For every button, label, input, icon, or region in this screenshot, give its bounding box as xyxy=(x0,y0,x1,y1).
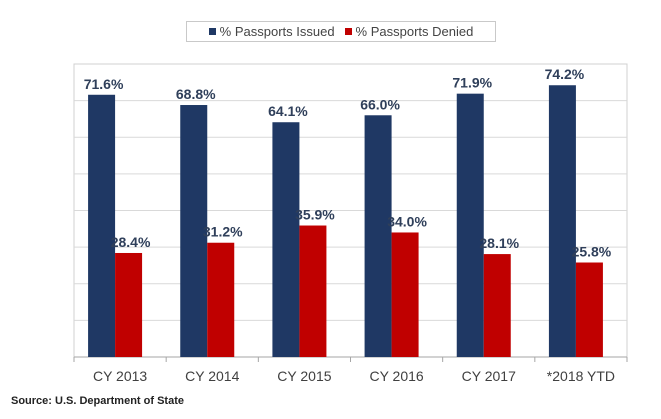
bar-denied xyxy=(207,242,235,357)
legend-item-issued: % Passports Issued xyxy=(208,24,335,39)
bar-denied xyxy=(575,262,603,357)
x-tick-label: CY 2014 xyxy=(185,368,239,384)
x-tick-label: *2018 YTD xyxy=(547,368,615,384)
data-label-issued: 71.6% xyxy=(84,76,124,92)
bar-issued xyxy=(272,122,300,357)
bar-issued xyxy=(88,94,116,357)
legend-label-denied: % Passports Denied xyxy=(355,24,474,39)
data-label-denied: 34.0% xyxy=(387,213,427,229)
data-label-issued: 71.9% xyxy=(452,75,492,91)
legend-swatch-issued xyxy=(208,28,216,35)
data-label-denied: 28.1% xyxy=(479,235,519,251)
x-tick-label: CY 2017 xyxy=(462,368,516,384)
bar-denied xyxy=(299,225,327,357)
data-label-issued: 68.8% xyxy=(176,86,216,102)
x-tick-label: CY 2015 xyxy=(277,368,331,384)
data-label-denied: 31.2% xyxy=(203,224,243,240)
data-label-issued: 66.0% xyxy=(360,96,400,112)
legend-swatch-denied xyxy=(344,28,352,35)
chart-legend: % Passports Issued % Passports Denied xyxy=(186,21,496,42)
bar-issued xyxy=(180,105,208,358)
bar-issued xyxy=(456,93,484,357)
source-note: Source: U.S. Department of State xyxy=(11,395,184,407)
legend-label-issued: % Passports Issued xyxy=(219,24,335,39)
chart-area: 71.6% 28.4% CY 2013 68.8% 31.2% CY 2014 64.1% 3… xyxy=(73,63,628,384)
bar-denied xyxy=(391,232,419,357)
data-label-denied: 28.4% xyxy=(111,234,151,250)
x-tick-label: CY 2016 xyxy=(369,368,423,384)
bar-issued xyxy=(548,85,576,358)
data-label-issued: 74.2% xyxy=(545,66,585,82)
data-label-denied: 35.9% xyxy=(295,207,335,223)
data-label-denied: 25.8% xyxy=(572,244,612,260)
x-tick-label: CY 2013 xyxy=(93,368,147,384)
bar-denied xyxy=(115,252,143,357)
bar-chart: 71.6% 28.4% CY 2013 68.8% 31.2% CY 2014 64.1% 3… xyxy=(73,63,628,384)
data-label-issued: 64.1% xyxy=(268,103,308,119)
legend-item-denied: % Passports Denied xyxy=(344,24,474,39)
bar-issued xyxy=(364,115,392,358)
bar-denied xyxy=(483,254,511,357)
